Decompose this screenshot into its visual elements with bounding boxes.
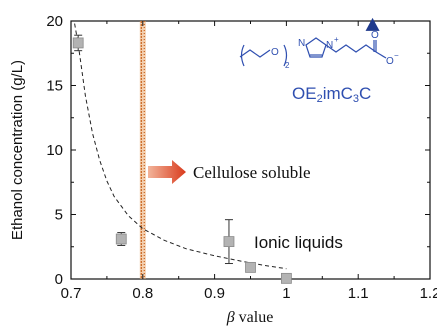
x-tick-label: 1 <box>282 285 290 302</box>
fit-curve <box>74 23 287 270</box>
ionic-liquids-annotation: Ionic liquids <box>254 233 343 252</box>
x-tick-label: 0.8 <box>132 285 153 302</box>
x-tick-label: 0.7 <box>61 285 82 302</box>
x-tick-label: 1.2 <box>420 285 437 302</box>
anion-charge: − <box>394 51 399 60</box>
nitrogen-atom: N <box>298 38 305 49</box>
y-tick-label: 5 <box>55 207 63 224</box>
repeat-count: 2 <box>285 61 290 70</box>
data-point-triangle <box>365 17 380 31</box>
cation-charge: + <box>334 35 339 44</box>
y-axis-ticks: 0 5 10 15 20 <box>46 13 430 288</box>
ionic-liquid-structure-icon <box>239 37 387 67</box>
data-point <box>72 37 84 49</box>
data-point <box>115 233 127 245</box>
threshold-band <box>139 21 146 279</box>
y-axis-title: Ethanol concentration (g/L) <box>9 60 26 240</box>
carbonyl-oxygen-atom: O <box>371 30 379 41</box>
x-axis-title-symbol: β <box>226 309 235 326</box>
structure-label-sub-1: 2 <box>317 93 323 105</box>
structure-label-sub-2: 3 <box>353 93 359 105</box>
x-axis-title-suffix: value <box>235 309 274 326</box>
x-tick-label: 1.1 <box>348 285 369 302</box>
data-point <box>223 236 235 247</box>
x-axis-ticks: 0.7 0.8 0.9 1 1.1 1.2 <box>61 21 437 302</box>
structure-label-part-2: imC <box>323 84 353 103</box>
structure-label: OE2imC3C <box>292 84 371 105</box>
data-point <box>245 261 256 273</box>
y-tick-label: 15 <box>46 78 63 95</box>
y-tick-label: 10 <box>46 142 63 159</box>
cellulose-annotation: Cellulose soluble <box>193 163 311 182</box>
structure-atoms: O 2 N N + O O − <box>271 30 399 70</box>
data-point <box>280 272 292 284</box>
x-tick-label: 0.9 <box>204 285 225 302</box>
structure-label-part-1: OE <box>292 84 317 103</box>
threshold-line <box>139 21 146 279</box>
x-axis-title: β value <box>226 309 274 326</box>
y-tick-label: 0 <box>55 271 63 288</box>
nitrogen-cation-atom: N <box>326 40 333 51</box>
carboxylate-oxygen-atom: O <box>386 56 394 67</box>
y-tick-label: 20 <box>46 13 63 30</box>
oxygen-atom: O <box>271 47 279 58</box>
data-marks <box>72 17 380 284</box>
structure-label-part-3: C <box>359 84 371 103</box>
arrow-icon <box>148 160 186 184</box>
